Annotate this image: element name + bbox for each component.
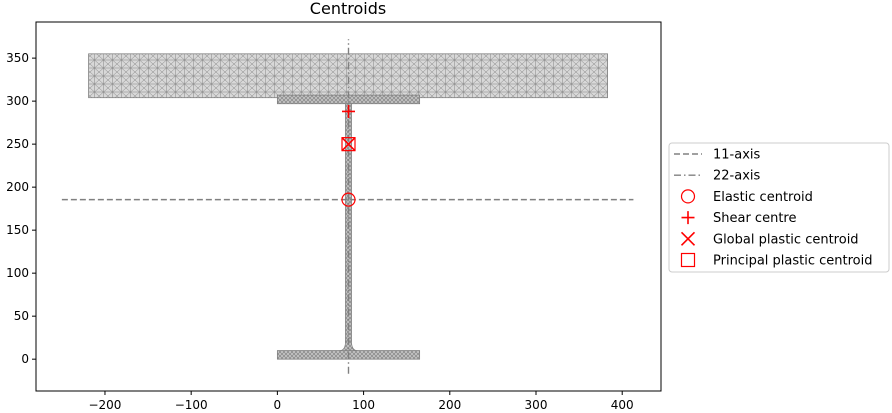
point-principal-plastic-centroid xyxy=(341,137,356,152)
point-elastic-centroid xyxy=(341,192,356,207)
point-global-plastic-centroid xyxy=(341,137,356,152)
legend-11-axis-label: 11-axis xyxy=(713,148,761,163)
plot-area: −200 −100 0 100 200 300 400 0 50 100 150 200 250 300 3… xyxy=(6,21,662,412)
y-tick-label: 350 xyxy=(6,51,29,65)
legend: 11-axis 22-axis Elastic centroid Shear cent… xyxy=(668,142,890,273)
point-shear-centre xyxy=(342,104,355,118)
y-tick-label: 300 xyxy=(6,94,29,108)
legend-global-plastic-centroid-label: Global plastic centroid xyxy=(713,232,859,247)
legend-22-axis-label: 22-axis xyxy=(713,169,761,184)
y-tick-label: 100 xyxy=(6,266,29,280)
y-tick-label: 250 xyxy=(6,137,29,151)
axes-frame xyxy=(35,21,662,392)
chart-title: Centroids xyxy=(310,0,386,18)
legend-box xyxy=(668,142,890,273)
x-tick-label: 400 xyxy=(611,398,634,412)
x-tick-label: 0 xyxy=(274,398,282,412)
legend-principal-plastic-centroid-label: Principal plastic centroid xyxy=(713,254,872,269)
legend-shear-centre-swatch xyxy=(681,211,695,225)
y-tick-label: 50 xyxy=(14,309,29,323)
legend-shear-centre-label: Shear centre xyxy=(713,211,796,226)
legend-principal-plastic-centroid-swatch xyxy=(680,252,696,268)
x-tick-label: −200 xyxy=(88,398,121,412)
mesh-root-fillet xyxy=(339,340,358,351)
legend-global-plastic-centroid-swatch xyxy=(680,231,696,246)
x-tick-label: 100 xyxy=(352,398,375,412)
y-tick-label: 0 xyxy=(21,352,29,366)
legend-elastic-centroid-label: Elastic centroid xyxy=(713,190,813,205)
legend-elastic-centroid-swatch xyxy=(680,189,696,204)
mesh-top-plate xyxy=(88,53,608,99)
x-tick-label: −100 xyxy=(175,398,208,412)
y-tick-label: 200 xyxy=(6,180,29,194)
x-tick-label: 200 xyxy=(438,398,461,412)
y-tick-label: 150 xyxy=(6,223,29,237)
x-tick-label: 300 xyxy=(525,398,548,412)
